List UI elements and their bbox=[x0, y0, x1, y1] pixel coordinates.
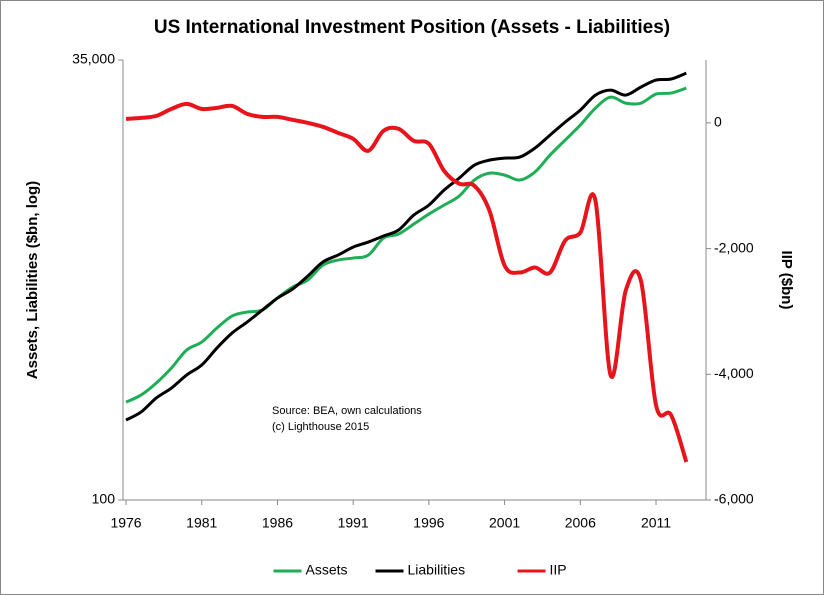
y2-axis-label: IIP ($bn) bbox=[778, 251, 795, 310]
annotation: (c) Lighthouse 2015 bbox=[272, 421, 369, 433]
y2-tick-label: -4,000 bbox=[714, 365, 754, 381]
x-tick-label: 2001 bbox=[489, 515, 520, 531]
y-axis-label: Assets, Liabilities ($bn, log) bbox=[24, 181, 41, 379]
series-line bbox=[125, 71, 687, 422]
series-line bbox=[125, 101, 689, 463]
x-tick-label: 1981 bbox=[186, 515, 217, 531]
legend-label: IIP bbox=[550, 562, 567, 578]
x-tick-label: 2011 bbox=[641, 515, 671, 531]
x-tick-label: 1986 bbox=[262, 515, 293, 531]
annotation: Source: BEA, own calculations bbox=[272, 405, 422, 417]
y-tick-label: 100 bbox=[92, 491, 116, 507]
y-tick-label: 35,000 bbox=[72, 51, 115, 67]
x-tick-label: 1996 bbox=[413, 515, 444, 531]
y2-tick-label: 0 bbox=[714, 114, 722, 130]
legend-label: Assets bbox=[306, 562, 348, 578]
chart-title: US International Investment Position (As… bbox=[154, 17, 670, 38]
x-tick-label: 1976 bbox=[110, 515, 141, 531]
y2-tick-label: -6,000 bbox=[714, 491, 754, 507]
series-line bbox=[125, 86, 687, 404]
x-tick-label: 2006 bbox=[565, 515, 596, 531]
y2-tick-label: -2,000 bbox=[714, 239, 754, 255]
legend-label: Liabilities bbox=[408, 562, 466, 578]
x-tick-label: 1991 bbox=[338, 515, 369, 531]
